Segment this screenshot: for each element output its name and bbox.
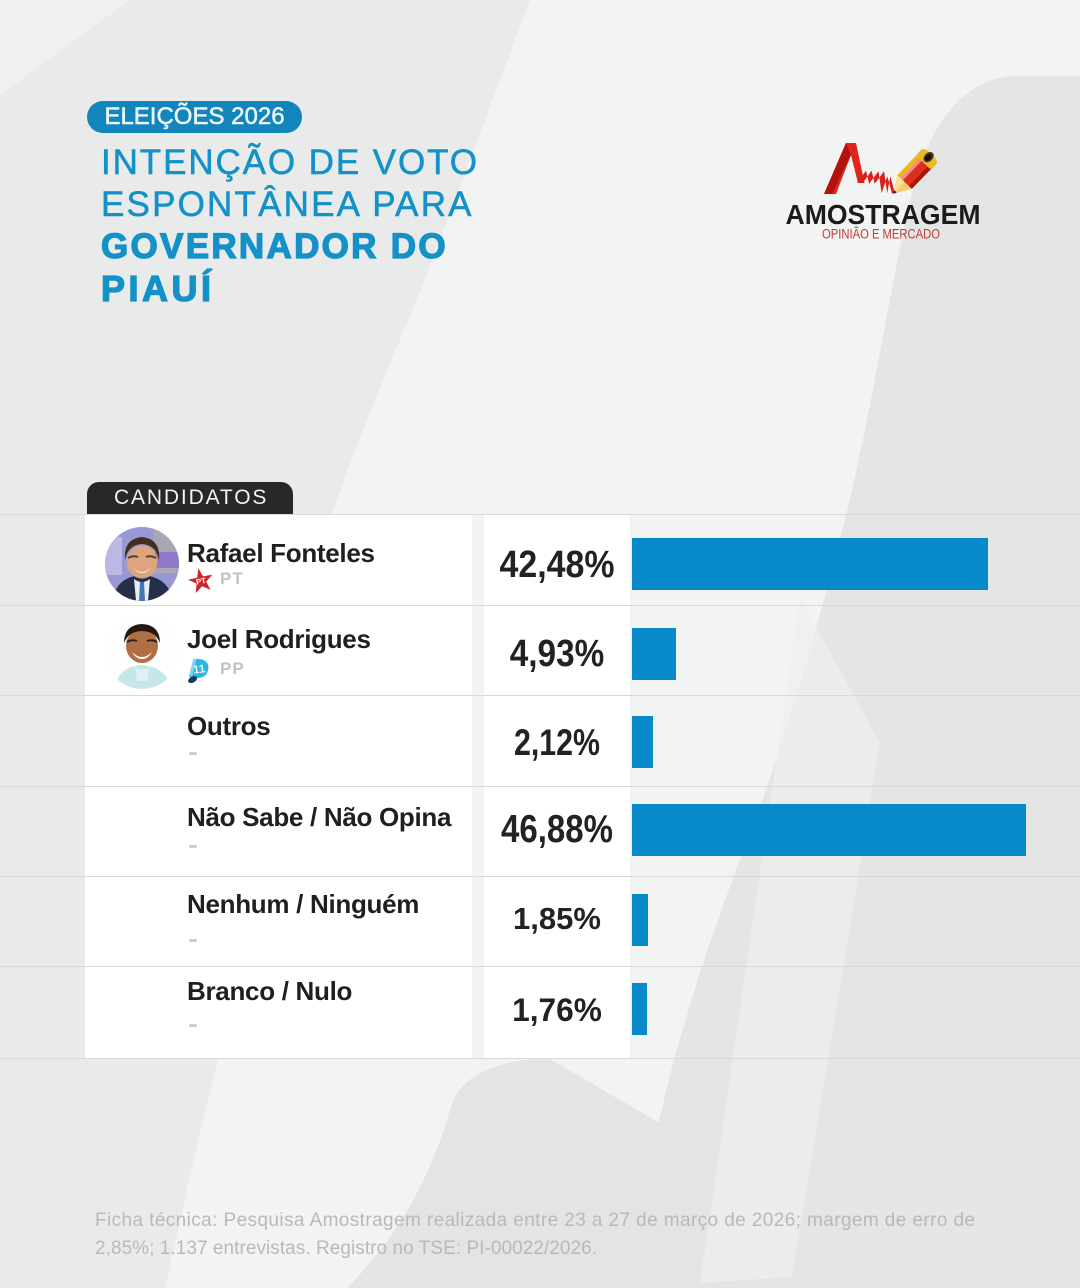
svg-text:OPINIÃO E MERCADO: OPINIÃO E MERCADO <box>822 227 940 242</box>
svg-text:PT: PT <box>195 576 207 587</box>
svg-text:AMOSTRAGEM: AMOSTRAGEM <box>786 199 981 230</box>
svg-text:11: 11 <box>192 663 206 677</box>
